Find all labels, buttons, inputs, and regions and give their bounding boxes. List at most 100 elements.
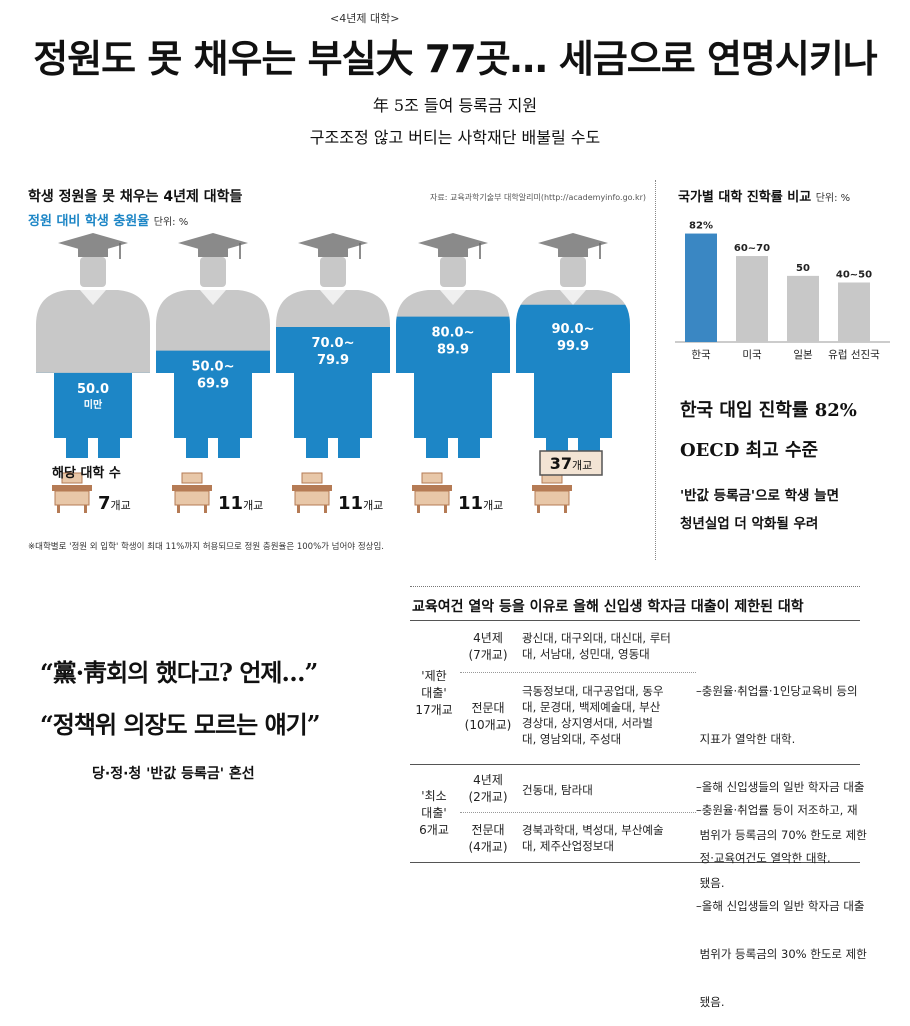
row-type-line: 전문대 (471, 701, 505, 715)
right-chart-unit: 단위: % (815, 193, 851, 204)
country-bar (685, 233, 717, 342)
row-type-line: (10개교) (464, 718, 512, 732)
reason-line: –올해 신입생들의 일반 학자금 대출 (696, 899, 865, 913)
table-group-name: '제한 대출' 17개교 (410, 668, 458, 719)
fill-range-label: 80.0~ 89.9 (432, 326, 475, 358)
table-group-rule (410, 764, 860, 765)
schools-line: 광신대, 대구외대, 대신대, 루터 (522, 631, 671, 645)
fill-range-label: 70.0~ 79.9 (312, 336, 355, 368)
row-type-line: (7개교) (468, 648, 508, 662)
fill-range-label: 90.0~ 99.9 (552, 322, 595, 354)
table-reasons: –충원율·취업률·1인당교육비 등의 지표가 열악한 대학. –올해 신입생들의… (696, 651, 867, 907)
graduate-figure: 70.0~ 79.9 (275, 232, 391, 459)
school-count: 11개교 (458, 493, 503, 514)
country-rate-chart: 82% 한국 60~70 미국 50 일본 40~50 유럽 선진국 (675, 221, 890, 361)
figure-fill (36, 372, 150, 458)
table-row-type: 전문대 (4개교) (460, 822, 516, 856)
figure-fill (156, 350, 270, 458)
group-name-line: 17개교 (415, 703, 453, 717)
fill-range-label: 50.0 미만 (77, 382, 109, 411)
reason-line: 범위가 등록금의 70% 한도로 제한 (696, 828, 867, 842)
headline: 정원도 못 채우는 부실大 77곳… 세금으로 연명시키나 (33, 37, 878, 81)
graduate-figures-chart: 50.0 미만 7개교 50.0~ 69.9 11개교 70.0~ 79.9 11개교 80.0~… (35, 232, 631, 514)
country-label: 일본 (793, 348, 813, 361)
schools-line: 건동대, 탐라대 (522, 783, 593, 797)
graduate-figure: 50.0~ 69.9 (155, 232, 271, 459)
divider (655, 180, 656, 560)
table-group-name: '최소 대출' 6개교 (410, 788, 458, 839)
table-row-type: 4년제 (7개교) (460, 630, 516, 664)
left-chart-subtitle-text: 정원 대비 학생 충원율 (28, 214, 150, 229)
subheadline-1: 年 5조 들여 등록금 지원 (372, 96, 538, 115)
left-chart-title: 학생 정원을 못 채우는 4년제 대학들 (28, 189, 243, 205)
left-chart-unit: 단위: % (153, 217, 189, 228)
graduate-figure: 80.0~ 89.9 (395, 232, 511, 459)
headline-supertitle: <4년제 대학> (330, 12, 400, 25)
row-type-line: 전문대 (471, 823, 505, 837)
country-label: 유럽 선진국 (828, 348, 880, 361)
table-row-schools: 건동대, 탐라대 (522, 782, 593, 798)
desk-icon (171, 472, 213, 514)
table-row-schools: 광신대, 대구외대, 대신대, 루터 대, 서남대, 성민대, 영동대 (522, 630, 671, 662)
country-bar-value-label: 60~70 (734, 243, 770, 254)
group-name-line: 대출' (421, 686, 447, 700)
reason-line: –올해 신입생들의 일반 학자금 대출 (696, 780, 865, 794)
reason-line: 지표가 열악한 대학. (696, 732, 796, 746)
school-count: 11개교 (218, 493, 263, 514)
country-bar (736, 256, 768, 342)
group-name-line: 6개교 (419, 823, 449, 837)
country-label: 한국 (691, 349, 711, 361)
country-bar-value-label: 82% (689, 221, 713, 232)
table-row-schools: 극동정보대, 대구공업대, 동우 대, 문경대, 백제예술대, 부산 경상대, … (522, 683, 664, 747)
row-type-line: (4개교) (468, 840, 508, 854)
row-type-line: (2개교) (468, 790, 508, 804)
row-type-line: 4년제 (473, 773, 503, 787)
reason-line: 범위가 등록금의 30% 한도로 제한 (696, 947, 867, 961)
schools-line: 경북과학대, 벽성대, 부산예술 (522, 823, 664, 837)
figure-fill (396, 316, 510, 458)
desk-icon (411, 472, 453, 514)
count-label: 해당 대학 수 (52, 466, 121, 481)
desk-icon (291, 472, 333, 514)
country-label: 미국 (742, 349, 762, 361)
right-sub-1: '반값 등록금'으로 학생 늘면 (680, 488, 839, 504)
schools-line: 극동정보대, 대구공업대, 동우 (522, 684, 664, 698)
quote-2: “정책위 의장도 모르는 얘기” (40, 710, 321, 739)
row-type-line: 4년제 (473, 631, 503, 645)
subheadline-2: 구조조정 않고 버티는 사학재단 배불릴 수도 (309, 128, 601, 147)
country-bar (838, 282, 870, 342)
quote-subtitle: 당·정·청 '반값 등록금' 혼선 (92, 766, 255, 782)
school-count-highlight: 37개교 (550, 454, 593, 473)
schools-line: 대, 제주산업정보대 (522, 839, 614, 853)
right-chart-title-text: 국가별 대학 진학률 비교 (678, 190, 812, 205)
table-reasons: –충원율·취업률 등이 저조하고, 재 정·교육여건도 열악한 대학. –올해 … (696, 770, 867, 1026)
school-count: 7개교 (98, 493, 131, 514)
group-name-line: '제한 (421, 669, 447, 683)
table-row-schools: 경북과학대, 벽성대, 부산예술 대, 제주산업정보대 (522, 822, 664, 854)
chart-note: ※대학별로 '정원 외 입학' 학생이 최대 11%까지 허용되므로 정원 충원… (28, 542, 384, 552)
group-name-line: '최소 (421, 789, 447, 803)
right-headline-1: 한국 대입 진학률 82% (680, 400, 857, 421)
table-top-rule (410, 586, 860, 587)
table-row-type: 전문대 (10개교) (460, 700, 516, 734)
desk-icon (531, 472, 573, 514)
country-bar-value-label: 50 (796, 263, 810, 274)
group-name-line: 대출' (421, 806, 447, 820)
table-row-rule-1 (460, 672, 696, 673)
table-bottom-rule (410, 862, 860, 863)
graduate-figure: 90.0~ 99.9 (515, 232, 631, 459)
table-row-type: 4년제 (2개교) (460, 772, 516, 806)
schools-line: 경상대, 상지영서대, 서라벌 (522, 716, 654, 730)
graduate-figure: 50.0 미만 (35, 232, 151, 459)
country-bar-value-label: 40~50 (836, 269, 872, 280)
reason-line: –충원율·취업률·1인당교육비 등의 (696, 684, 858, 698)
highlight-box (539, 450, 603, 476)
reason-line: 정·교육여건도 열악한 대학. (696, 851, 831, 865)
country-bar (787, 275, 819, 342)
left-chart-subtitle: 정원 대비 학생 충원율 단위: % (28, 210, 188, 229)
schools-line: 대, 서남대, 성민대, 영동대 (522, 647, 650, 661)
fill-range-label: 50.0~ 69.9 (192, 360, 235, 392)
quote-1: “黨·靑회의 했다고? 언제…” (40, 658, 318, 687)
school-count: 11개교 (338, 493, 383, 514)
left-chart-source: 자료: 교육과학기술부 대학알리미(http://academyinfo.go.… (430, 193, 647, 202)
